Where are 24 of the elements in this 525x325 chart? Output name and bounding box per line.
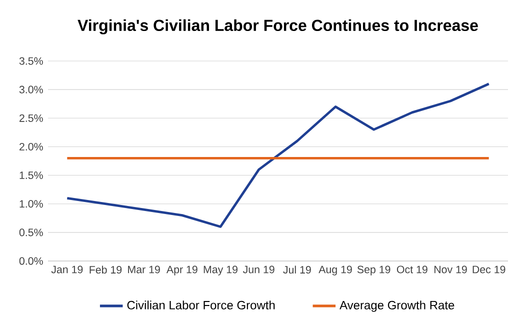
y-tick-label: 2.0% xyxy=(20,142,43,150)
x-tick-label: Mar 19 xyxy=(128,266,160,274)
y-tick-label: 3.0% xyxy=(19,86,43,94)
x-tick-label: Feb 19 xyxy=(90,266,122,274)
x-tick-label: Sep 19 xyxy=(357,266,390,276)
line-series xyxy=(66,82,490,228)
y-tick-label: 0.0% xyxy=(19,257,43,265)
legend-label: Civilian Labor Force Growth xyxy=(127,300,275,310)
x-tick-label: Oct 19 xyxy=(396,266,428,274)
x-tick-label: May 19 xyxy=(204,266,238,276)
x-tick-label: Apr 19 xyxy=(166,266,198,276)
x-tick-label: Jun 19 xyxy=(242,266,274,274)
x-tick-label: Jan 19 xyxy=(51,266,83,274)
legend-label: Average Growth Rate xyxy=(340,300,454,312)
chart-title: Virginia's Civilian Labor Force Continues to Increase xyxy=(78,19,478,34)
y-tick-label: 1.5% xyxy=(20,172,43,180)
x-tick-label: Aug 19 xyxy=(318,266,352,276)
x-tick-label: Nov 19 xyxy=(434,266,467,274)
y-tick-label: 1.0% xyxy=(20,200,43,208)
y-tick-label: 2.5% xyxy=(20,114,43,122)
y-tick-label: 3.5% xyxy=(19,57,43,65)
y-tick-label: 0.5% xyxy=(19,228,43,236)
x-tick-label: Dec 19 xyxy=(472,266,506,274)
x-tick-label: Jul 19 xyxy=(283,266,311,274)
